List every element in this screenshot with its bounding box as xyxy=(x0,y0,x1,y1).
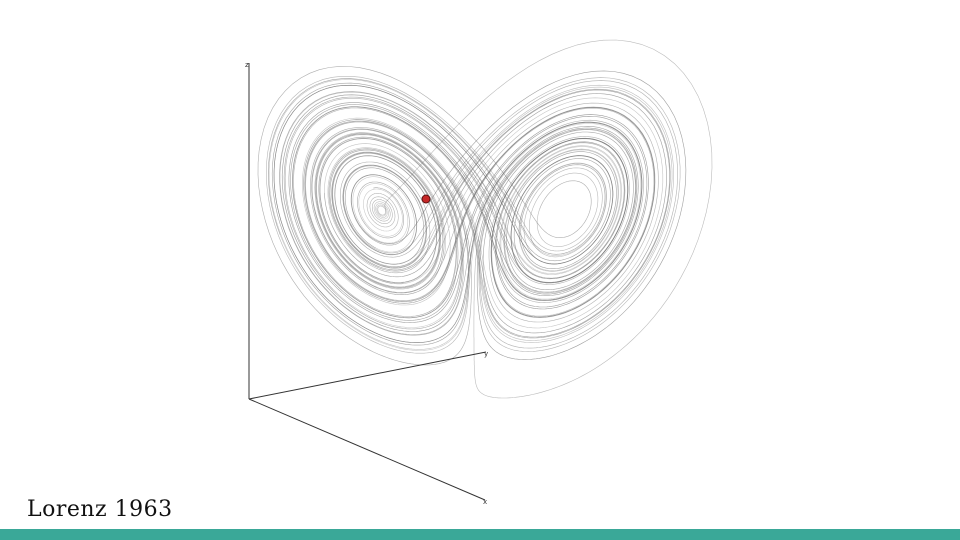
trajectory-segment xyxy=(367,193,398,228)
z-axis-label: z xyxy=(245,61,249,69)
y-axis-label: y xyxy=(484,350,488,358)
trajectory-segment xyxy=(340,81,677,349)
x-axis-label: x xyxy=(483,498,487,506)
slide-caption: Lorenz 1963 xyxy=(27,497,173,522)
trajectory xyxy=(258,40,712,398)
x-axis xyxy=(249,399,485,500)
accent-bar xyxy=(0,529,960,540)
y-axis xyxy=(249,352,486,399)
trajectory-segment xyxy=(374,202,389,219)
current-point-marker xyxy=(422,195,430,203)
